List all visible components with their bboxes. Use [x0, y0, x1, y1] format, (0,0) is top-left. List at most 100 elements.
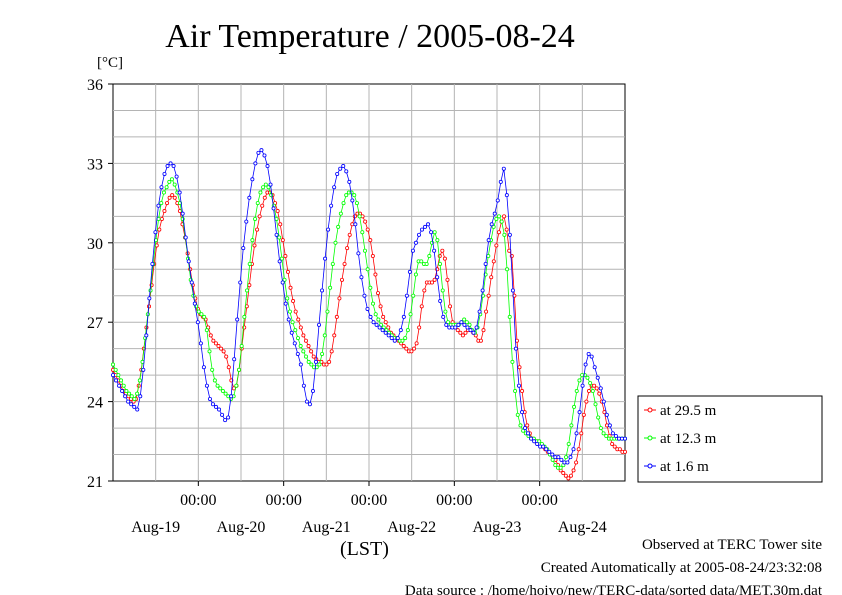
data-point [332, 185, 337, 190]
data-point [610, 431, 615, 436]
data-point [288, 285, 293, 290]
data-point [519, 410, 524, 415]
data-point [467, 322, 472, 327]
data-point [574, 460, 579, 465]
data-point [169, 177, 174, 182]
data-point [427, 254, 432, 259]
data-point [260, 203, 265, 208]
data-point [165, 164, 170, 169]
data-point [159, 201, 164, 206]
data-point [339, 277, 344, 282]
data-point [313, 359, 318, 364]
data-point [423, 224, 428, 229]
data-point [138, 394, 143, 399]
data-point [147, 296, 152, 301]
data-point [583, 362, 588, 367]
data-point [280, 280, 285, 285]
data-point [463, 330, 468, 335]
data-point [226, 365, 231, 370]
data-point [189, 280, 194, 285]
legend-marker [647, 435, 653, 441]
data-point [172, 182, 177, 187]
data-point [171, 164, 176, 169]
data-point [541, 444, 546, 449]
data-point [293, 309, 298, 314]
data-point [165, 201, 170, 206]
data-point [405, 328, 410, 333]
data-point [371, 301, 376, 306]
data-point [411, 293, 416, 298]
x-day-label: Aug-20 [217, 519, 266, 536]
data-point [445, 277, 450, 282]
data-point [219, 346, 224, 351]
data-point [327, 359, 332, 364]
data-point [320, 351, 325, 356]
data-point [217, 407, 222, 412]
data-point [371, 320, 376, 325]
data-point [285, 296, 290, 301]
data-point [413, 272, 418, 277]
data-point [378, 304, 383, 309]
data-point [156, 203, 161, 208]
data-point [521, 428, 526, 433]
data-point [167, 179, 172, 184]
data-point [537, 439, 542, 444]
data-point [389, 336, 394, 341]
data-point [114, 378, 119, 383]
data-point [241, 246, 246, 251]
data-point [489, 222, 494, 227]
data-point [286, 317, 291, 322]
data-point [561, 471, 566, 476]
data-point [338, 211, 343, 216]
data-point [566, 476, 571, 481]
data-point [556, 455, 561, 460]
data-point [255, 201, 260, 206]
data-point [419, 304, 424, 309]
data-point [565, 460, 570, 465]
data-point [617, 447, 622, 452]
data-point [344, 193, 349, 198]
data-point [607, 423, 612, 428]
data-point [404, 346, 409, 351]
data-point [324, 362, 329, 367]
data-point [455, 328, 460, 333]
data-point [359, 275, 364, 280]
data-point [494, 216, 499, 221]
data-point [245, 288, 250, 293]
data-point [250, 177, 255, 182]
data-point [413, 240, 418, 245]
data-point [253, 216, 258, 221]
data-point [277, 235, 282, 240]
footer-created: Created Automatically at 2005-08-24/23:3… [540, 560, 822, 576]
data-point [167, 195, 172, 200]
data-point [236, 367, 241, 372]
data-point [317, 362, 322, 367]
data-point [550, 457, 555, 462]
data-point [365, 306, 370, 311]
data-point [290, 320, 295, 325]
data-point [489, 275, 494, 280]
data-point [296, 317, 301, 322]
data-point [523, 426, 528, 431]
data-point [563, 473, 568, 478]
data-point [569, 423, 574, 428]
x-time-tick-label: 00:00 [521, 492, 557, 509]
data-point [141, 367, 146, 372]
data-point [426, 222, 431, 227]
data-point [581, 412, 586, 417]
data-point [446, 320, 451, 325]
data-point [409, 349, 414, 354]
data-point [586, 389, 591, 394]
data-point [354, 201, 359, 206]
data-point [162, 171, 167, 176]
data-point [223, 391, 228, 396]
data-point [596, 415, 601, 420]
data-point [456, 322, 461, 327]
data-point [253, 161, 258, 166]
data-point [170, 193, 175, 198]
data-point [221, 349, 226, 354]
data-point [480, 288, 485, 293]
data-point [368, 238, 373, 243]
data-point [262, 153, 267, 158]
data-point [303, 338, 308, 343]
